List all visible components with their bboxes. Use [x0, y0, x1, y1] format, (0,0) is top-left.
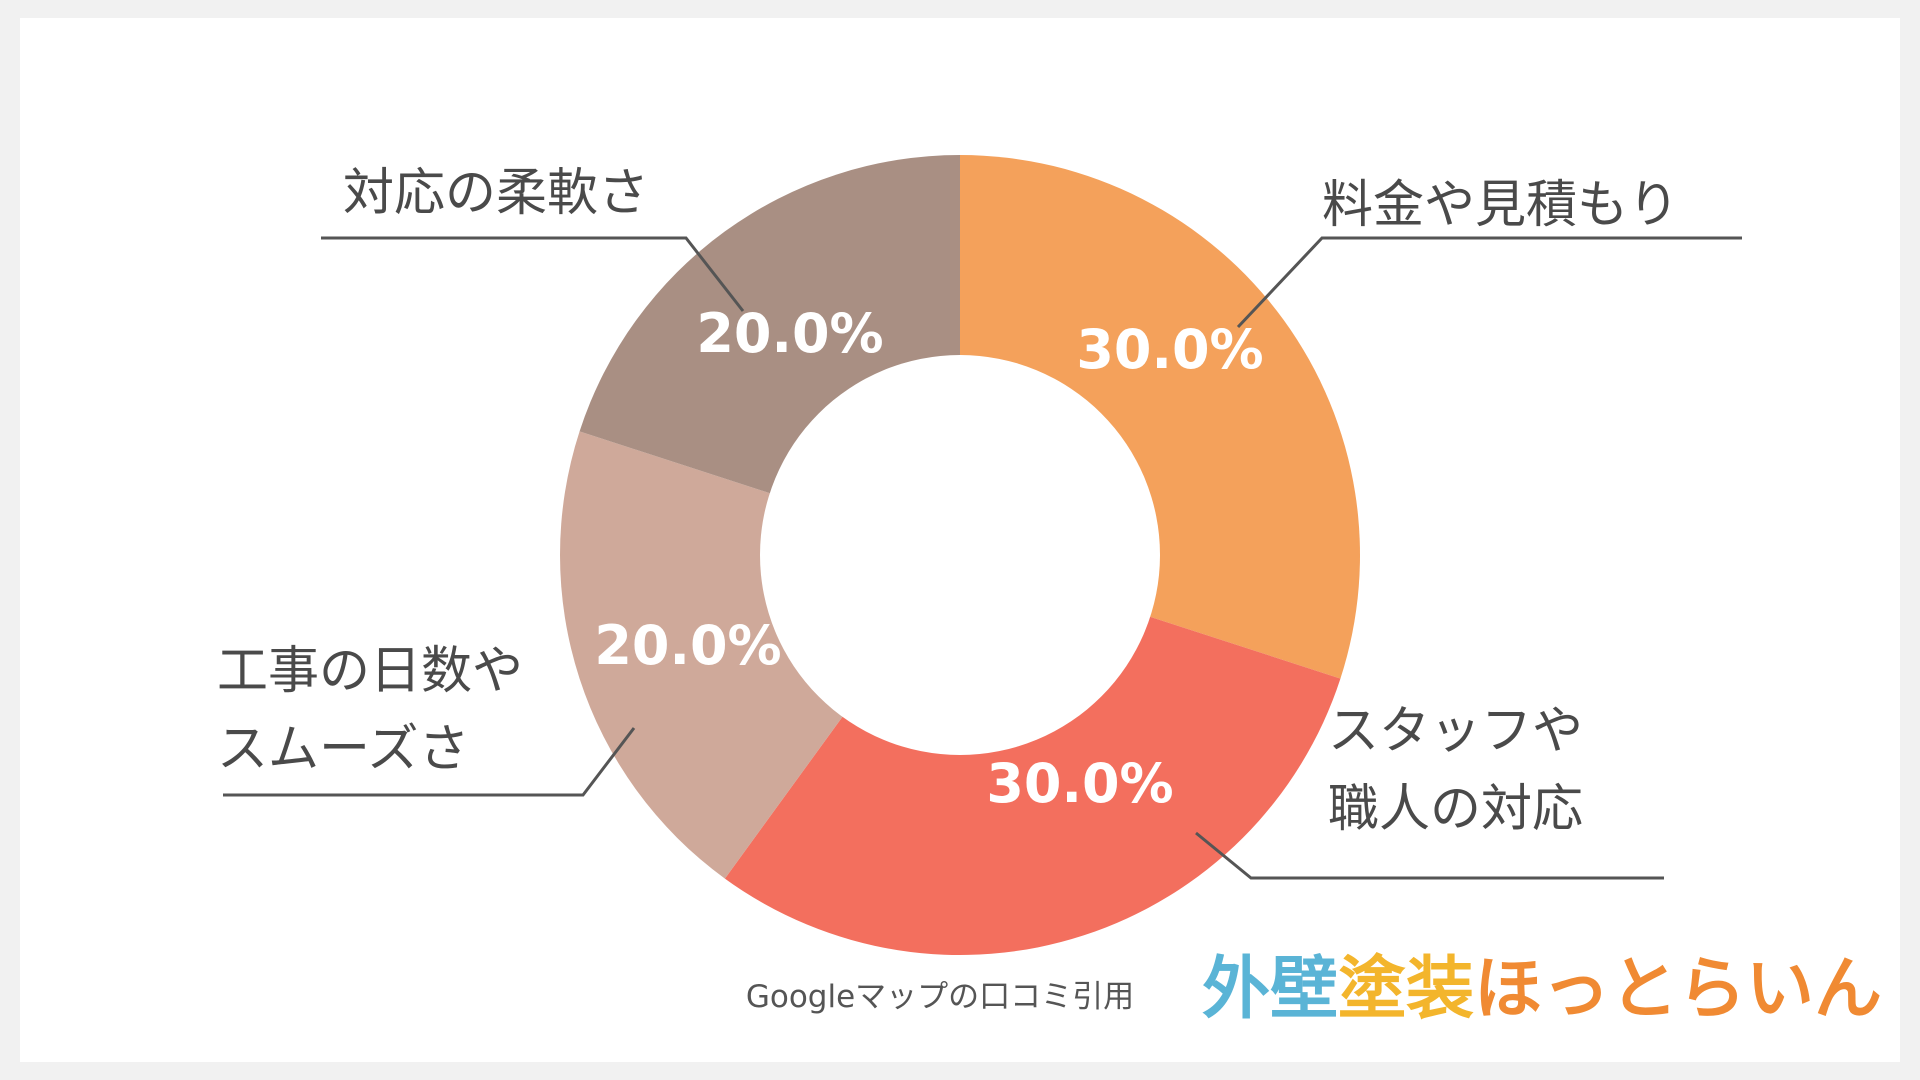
- category-label-3-line-2: スムーズさ: [217, 720, 469, 779]
- leader-line-4: [321, 236, 745, 312]
- leader-line-2: [1195, 831, 1664, 880]
- logo-part-2: 塗装: [1338, 950, 1474, 1029]
- brand-logo: 外壁塗装ほっとらいん: [1202, 950, 1882, 1029]
- slice-2: [724, 555, 1341, 955]
- leader-lines: [223, 236, 1742, 880]
- leader-line-3: [223, 727, 636, 797]
- value-label-3: 20.0%: [594, 614, 781, 677]
- value-label-4: 20.0%: [696, 302, 883, 365]
- category-label-1-line-1: 料金や見積もり: [1322, 176, 1679, 235]
- category-label-2-line-1: スタッフや: [1328, 702, 1583, 761]
- logo-part-3: ほっとらいん: [1474, 950, 1882, 1029]
- logo-part-1: 外壁: [1202, 950, 1338, 1029]
- value-label-1: 30.0%: [1076, 318, 1263, 381]
- category-label-2-line-2: 職人の対応: [1328, 780, 1583, 839]
- category-label-4-line-1: 対応の柔軟さ: [343, 164, 649, 223]
- value-label-2: 30.0%: [986, 752, 1173, 815]
- value-labels: 30.0% 30.0% 20.0% 20.0%: [594, 302, 1263, 815]
- source-note: Googleマップの口コミ引用: [746, 979, 1134, 1015]
- donut-hole: [760, 355, 1160, 755]
- leader-line-1: [1236, 236, 1742, 329]
- category-label-3-line-1: 工事の日数や: [217, 642, 523, 701]
